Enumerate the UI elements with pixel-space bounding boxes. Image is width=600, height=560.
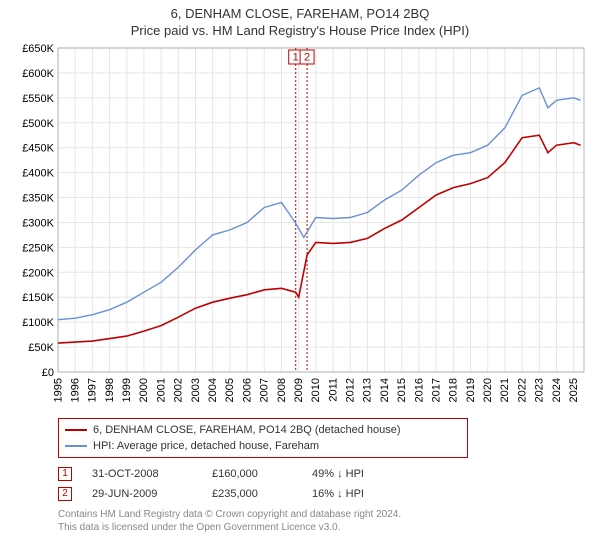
svg-text:2000: 2000 bbox=[138, 378, 150, 402]
svg-text:2: 2 bbox=[304, 51, 310, 63]
event-price-2: £235,000 bbox=[212, 484, 292, 504]
svg-text:£400K: £400K bbox=[22, 168, 54, 180]
svg-text:2019: 2019 bbox=[465, 378, 477, 402]
svg-text:2001: 2001 bbox=[155, 378, 167, 402]
svg-text:2024: 2024 bbox=[551, 378, 563, 402]
event-date-2: 29-JUN-2009 bbox=[92, 484, 192, 504]
svg-text:£350K: £350K bbox=[22, 193, 54, 205]
svg-text:2012: 2012 bbox=[345, 378, 357, 402]
legend-row-series2: HPI: Average price, detached house, Fare… bbox=[65, 438, 461, 454]
event-row-2: 2 29-JUN-2009 £235,000 16% ↓ HPI bbox=[58, 484, 592, 504]
svg-text:2023: 2023 bbox=[534, 378, 546, 402]
svg-text:£150K: £150K bbox=[22, 292, 54, 304]
legend-label-series2: HPI: Average price, detached house, Fare… bbox=[93, 438, 319, 454]
svg-text:£500K: £500K bbox=[22, 118, 54, 130]
svg-text:2016: 2016 bbox=[413, 378, 425, 402]
svg-text:2015: 2015 bbox=[396, 378, 408, 402]
svg-text:2025: 2025 bbox=[568, 378, 580, 402]
svg-text:2011: 2011 bbox=[327, 378, 339, 402]
legend-label-series1: 6, DENHAM CLOSE, FAREHAM, PO14 2BQ (deta… bbox=[93, 422, 401, 438]
event-row-1: 1 31-OCT-2008 £160,000 49% ↓ HPI bbox=[58, 464, 592, 484]
svg-text:2021: 2021 bbox=[499, 378, 511, 402]
event-note-1: 49% ↓ HPI bbox=[312, 464, 412, 484]
svg-text:£100K: £100K bbox=[22, 317, 54, 329]
svg-text:2018: 2018 bbox=[448, 378, 460, 402]
chart-title-description: Price paid vs. HM Land Registry's House … bbox=[8, 23, 592, 38]
svg-text:£300K: £300K bbox=[22, 217, 54, 229]
events-table: 1 31-OCT-2008 £160,000 49% ↓ HPI 2 29-JU… bbox=[58, 464, 592, 504]
svg-text:£0: £0 bbox=[42, 367, 54, 379]
svg-text:2009: 2009 bbox=[293, 378, 305, 402]
svg-text:£200K: £200K bbox=[22, 267, 54, 279]
svg-text:£550K: £550K bbox=[22, 93, 54, 105]
line-chart-svg: 12 £0 £50K £100K £150K £200K £250K £300K £350K £4… bbox=[8, 44, 592, 412]
svg-text:£450K: £450K bbox=[22, 143, 54, 155]
footer-line2: This data is licensed under the Open Gov… bbox=[58, 521, 592, 534]
event-marker-1: 1 bbox=[58, 467, 72, 481]
svg-text:£600K: £600K bbox=[22, 68, 54, 80]
event-date-1: 31-OCT-2008 bbox=[92, 464, 192, 484]
legend-box: 6, DENHAM CLOSE, FAREHAM, PO14 2BQ (deta… bbox=[58, 418, 468, 458]
svg-text:1998: 1998 bbox=[104, 378, 116, 402]
svg-text:£50K: £50K bbox=[28, 342, 54, 354]
event-note-2: 16% ↓ HPI bbox=[312, 484, 412, 504]
legend-row-series1: 6, DENHAM CLOSE, FAREHAM, PO14 2BQ (deta… bbox=[65, 422, 461, 438]
svg-text:£650K: £650K bbox=[22, 44, 54, 55]
legend-swatch-series1 bbox=[65, 429, 87, 431]
svg-text:2007: 2007 bbox=[259, 378, 271, 402]
svg-text:2004: 2004 bbox=[207, 378, 219, 402]
svg-text:2008: 2008 bbox=[276, 378, 288, 402]
svg-text:2005: 2005 bbox=[224, 378, 236, 402]
svg-text:2013: 2013 bbox=[362, 378, 374, 402]
svg-text:2022: 2022 bbox=[516, 378, 528, 402]
svg-text:£250K: £250K bbox=[22, 242, 54, 254]
event-price-1: £160,000 bbox=[212, 464, 292, 484]
svg-text:2002: 2002 bbox=[173, 378, 185, 402]
svg-text:1997: 1997 bbox=[87, 378, 99, 402]
svg-text:2017: 2017 bbox=[430, 378, 442, 402]
svg-text:2003: 2003 bbox=[190, 378, 202, 402]
svg-text:1996: 1996 bbox=[69, 378, 81, 402]
plot-area: 12 £0 £50K £100K £150K £200K £250K £300K £350K £4… bbox=[8, 44, 592, 412]
svg-text:1999: 1999 bbox=[121, 378, 133, 402]
svg-text:2020: 2020 bbox=[482, 378, 494, 402]
chart-title-address: 6, DENHAM CLOSE, FAREHAM, PO14 2BQ bbox=[8, 6, 592, 21]
svg-text:2006: 2006 bbox=[241, 378, 253, 402]
footer-line1: Contains HM Land Registry data © Crown c… bbox=[58, 508, 592, 521]
svg-text:1995: 1995 bbox=[52, 378, 64, 402]
legend-swatch-series2 bbox=[65, 445, 87, 447]
chart-container: 6, DENHAM CLOSE, FAREHAM, PO14 2BQ Price… bbox=[0, 0, 600, 560]
event-marker-2: 2 bbox=[58, 487, 72, 501]
svg-text:2010: 2010 bbox=[310, 378, 322, 402]
svg-text:2014: 2014 bbox=[379, 378, 391, 402]
svg-text:1: 1 bbox=[293, 51, 299, 63]
footer-attribution: Contains HM Land Registry data © Crown c… bbox=[58, 508, 592, 534]
